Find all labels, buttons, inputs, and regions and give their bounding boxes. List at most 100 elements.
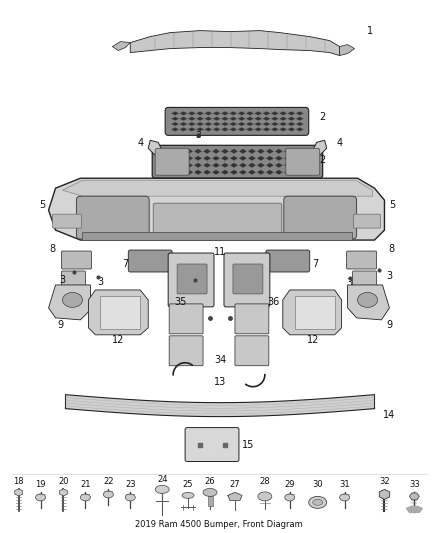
Text: 3: 3 [346, 278, 353, 288]
Polygon shape [266, 163, 274, 168]
Polygon shape [49, 178, 385, 240]
Text: 34: 34 [214, 355, 226, 365]
Polygon shape [196, 117, 204, 120]
Text: 2019 Ram 4500 Bumper, Front Diagram: 2019 Ram 4500 Bumper, Front Diagram [135, 520, 303, 529]
Polygon shape [213, 122, 221, 126]
Text: 3: 3 [192, 281, 198, 291]
Polygon shape [88, 290, 148, 335]
Text: 2: 2 [320, 155, 326, 165]
Ellipse shape [63, 293, 82, 308]
Text: 27: 27 [230, 480, 240, 489]
FancyBboxPatch shape [208, 496, 212, 506]
Polygon shape [196, 127, 204, 131]
Polygon shape [230, 117, 237, 120]
Text: 20: 20 [58, 477, 69, 486]
Polygon shape [167, 169, 175, 175]
Polygon shape [212, 156, 220, 161]
Polygon shape [275, 169, 283, 175]
FancyBboxPatch shape [153, 203, 282, 235]
FancyBboxPatch shape [128, 250, 172, 272]
Polygon shape [406, 506, 422, 512]
Text: 28: 28 [260, 477, 270, 486]
FancyBboxPatch shape [82, 232, 352, 240]
Polygon shape [313, 140, 327, 155]
FancyBboxPatch shape [233, 264, 263, 294]
Polygon shape [248, 169, 256, 175]
Polygon shape [171, 122, 179, 126]
Polygon shape [158, 149, 166, 154]
Polygon shape [237, 111, 246, 116]
Polygon shape [230, 169, 238, 175]
Polygon shape [221, 117, 229, 120]
Polygon shape [185, 169, 193, 175]
Polygon shape [254, 127, 262, 131]
Polygon shape [188, 127, 196, 131]
Polygon shape [221, 111, 229, 116]
Text: 13: 13 [214, 377, 226, 387]
Polygon shape [293, 169, 301, 175]
Polygon shape [239, 156, 247, 161]
Ellipse shape [125, 494, 135, 501]
Polygon shape [180, 111, 187, 116]
Polygon shape [271, 127, 279, 131]
Polygon shape [302, 163, 310, 168]
Polygon shape [239, 163, 247, 168]
FancyBboxPatch shape [165, 108, 309, 135]
Text: 8: 8 [49, 244, 56, 254]
Polygon shape [275, 163, 283, 168]
Polygon shape [284, 169, 292, 175]
Polygon shape [203, 156, 211, 161]
Polygon shape [171, 117, 179, 120]
Text: 5: 5 [39, 200, 46, 210]
Polygon shape [296, 117, 304, 120]
Polygon shape [246, 117, 254, 120]
Polygon shape [284, 149, 292, 154]
Polygon shape [257, 149, 265, 154]
Polygon shape [275, 156, 283, 161]
Text: 2: 2 [320, 112, 326, 123]
Polygon shape [230, 149, 238, 154]
Polygon shape [176, 163, 184, 168]
Polygon shape [167, 163, 175, 168]
Polygon shape [176, 149, 184, 154]
Polygon shape [266, 149, 274, 154]
Text: 14: 14 [383, 410, 396, 419]
Ellipse shape [357, 293, 378, 308]
Polygon shape [194, 156, 202, 161]
Polygon shape [205, 111, 212, 116]
Text: 29: 29 [285, 480, 295, 489]
Polygon shape [171, 111, 179, 116]
Ellipse shape [182, 492, 194, 498]
Polygon shape [196, 111, 204, 116]
Polygon shape [311, 156, 319, 161]
Polygon shape [302, 156, 310, 161]
Ellipse shape [203, 488, 217, 496]
Polygon shape [284, 163, 292, 168]
Polygon shape [266, 169, 274, 175]
Polygon shape [271, 117, 279, 120]
Polygon shape [15, 489, 22, 496]
Polygon shape [188, 111, 196, 116]
Polygon shape [262, 111, 271, 116]
Polygon shape [257, 156, 265, 161]
FancyBboxPatch shape [224, 253, 270, 307]
Polygon shape [287, 127, 295, 131]
Polygon shape [311, 149, 319, 154]
Polygon shape [284, 156, 292, 161]
Polygon shape [311, 163, 319, 168]
FancyBboxPatch shape [177, 264, 207, 294]
Polygon shape [221, 127, 229, 131]
Polygon shape [283, 290, 342, 335]
Polygon shape [287, 117, 295, 120]
Polygon shape [279, 127, 287, 131]
Polygon shape [296, 111, 304, 116]
Polygon shape [221, 149, 229, 154]
Polygon shape [246, 127, 254, 131]
FancyBboxPatch shape [346, 251, 377, 269]
Text: 19: 19 [35, 480, 46, 489]
FancyBboxPatch shape [284, 196, 357, 239]
Text: 4: 4 [137, 139, 143, 148]
Ellipse shape [35, 494, 46, 501]
Text: 9: 9 [386, 320, 392, 330]
Text: 30: 30 [312, 480, 323, 489]
